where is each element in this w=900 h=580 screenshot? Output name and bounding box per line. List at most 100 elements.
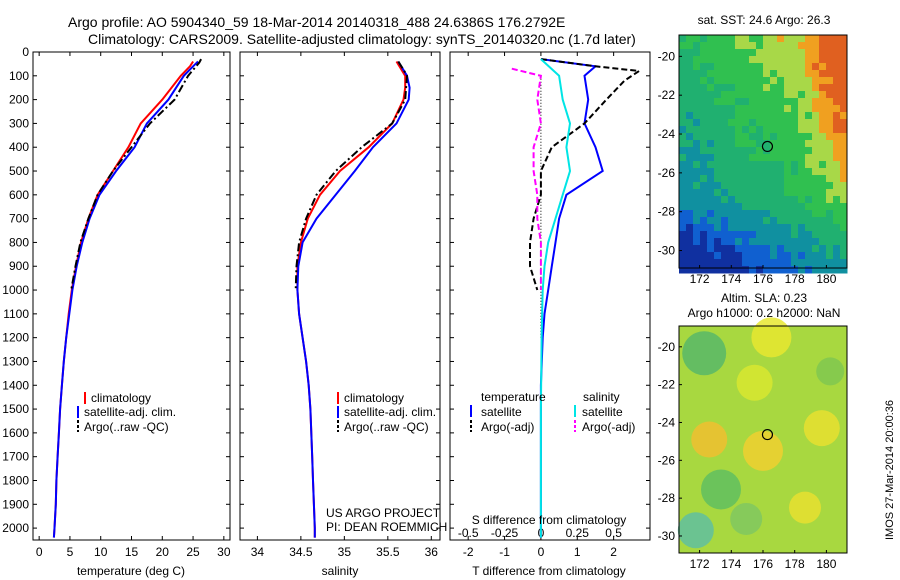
sst-cell — [812, 63, 820, 71]
sst-cell — [805, 245, 813, 253]
sst-cell — [770, 154, 778, 162]
sst-cell — [770, 217, 778, 225]
sst-cell — [777, 91, 785, 99]
sst-cell — [714, 77, 722, 85]
sst-cell — [714, 217, 722, 225]
sst-cell — [784, 238, 792, 246]
sst-cell — [798, 210, 806, 218]
sst-cell — [784, 175, 792, 183]
map-x-tick-label: 172 — [690, 557, 710, 571]
sst-cell — [700, 91, 708, 99]
sst-cell — [826, 266, 834, 274]
sst-cell — [749, 259, 757, 267]
sst-cell — [833, 203, 841, 211]
sst-cell — [826, 84, 834, 92]
sst-cell — [812, 175, 820, 183]
sst-cell — [777, 70, 785, 78]
sst-cell — [693, 231, 701, 239]
sst-cell — [728, 98, 736, 106]
map-y-tick-label: -28 — [658, 491, 676, 505]
sst-cell — [805, 77, 813, 85]
sst-cell — [791, 175, 799, 183]
sst-cell — [749, 126, 757, 134]
sst-cell — [791, 84, 799, 92]
sst-cell — [728, 105, 736, 113]
x-tick-label: 20 — [156, 545, 170, 559]
sst-cell — [700, 175, 708, 183]
sst-cell — [728, 77, 736, 85]
sst-cell — [791, 196, 799, 204]
sst-cell — [805, 168, 813, 176]
sst-cell — [693, 126, 701, 134]
sst-cell — [791, 266, 799, 274]
sst-cell — [728, 231, 736, 239]
sst-cell — [756, 210, 764, 218]
sst-cell — [826, 56, 834, 64]
sst-cell — [749, 203, 757, 211]
sst-cell — [798, 196, 806, 204]
sst-cell — [833, 119, 841, 127]
sst-cell — [812, 49, 820, 57]
sst-cell — [693, 91, 701, 99]
sst-cell — [742, 140, 750, 148]
sst-cell — [819, 161, 827, 169]
x-tick-label: 30 — [217, 545, 231, 559]
sst-cell — [700, 203, 708, 211]
map-y-tick-label: -22 — [658, 378, 676, 392]
sst-cell — [777, 189, 785, 197]
sst-cell — [763, 98, 771, 106]
map-y-tick-label: -20 — [658, 49, 676, 63]
y-tick-label: 1200 — [2, 331, 29, 345]
sst-cell — [693, 154, 701, 162]
sst-cell — [826, 182, 834, 190]
sst-cell — [742, 210, 750, 218]
sst-cell — [791, 168, 799, 176]
sst-cell — [728, 35, 736, 43]
salinity-legend: climatology satellite-adj. clim. Argo(..… — [337, 391, 436, 434]
sst-cell — [749, 266, 757, 274]
y-tick-label: 1100 — [3, 307, 29, 321]
sst-cell — [693, 224, 701, 232]
sst-cell — [721, 161, 729, 169]
y-tick-label: 700 — [9, 212, 29, 226]
sst-cell — [742, 98, 750, 106]
legend-title-salinity: salinity — [583, 390, 620, 404]
sst-cell — [693, 133, 701, 141]
sst-cell — [840, 35, 848, 43]
sst-cell — [679, 168, 687, 176]
sst-cell — [812, 168, 820, 176]
sst-cell — [784, 70, 792, 78]
sst-cell — [840, 224, 848, 232]
sst-cell — [812, 154, 820, 162]
sst-cell — [819, 119, 827, 127]
sst-cell — [798, 259, 806, 267]
sst-cell — [770, 196, 778, 204]
sst-cell — [812, 98, 820, 106]
sst-cell — [791, 189, 799, 197]
sst-cell — [735, 252, 743, 260]
sst-cell — [840, 154, 848, 162]
sst-cell — [700, 77, 708, 85]
sst-cell — [735, 154, 743, 162]
sst-cell — [770, 140, 778, 148]
sla-blob — [751, 317, 792, 358]
sst-cell — [784, 35, 792, 43]
sst-cell — [728, 182, 736, 190]
sst-cell — [770, 210, 778, 218]
sst-cell — [791, 203, 799, 211]
sst-cell — [686, 119, 694, 127]
sst-cell — [742, 196, 750, 204]
sst-cell — [784, 119, 792, 127]
sst-cell — [686, 189, 694, 197]
sst-cell — [777, 105, 785, 113]
sst-cell — [679, 56, 687, 64]
sst-cell — [770, 224, 778, 232]
sst-cell — [840, 91, 848, 99]
difference-legend: temperature salinity satellite Argo(-adj… — [470, 390, 635, 434]
salinity-panel-frame — [239, 51, 441, 541]
sst-cell — [679, 49, 687, 57]
sst-cell — [756, 161, 764, 169]
sst-cell — [770, 252, 778, 260]
sst-cell — [686, 210, 694, 218]
sst-cell — [770, 175, 778, 183]
